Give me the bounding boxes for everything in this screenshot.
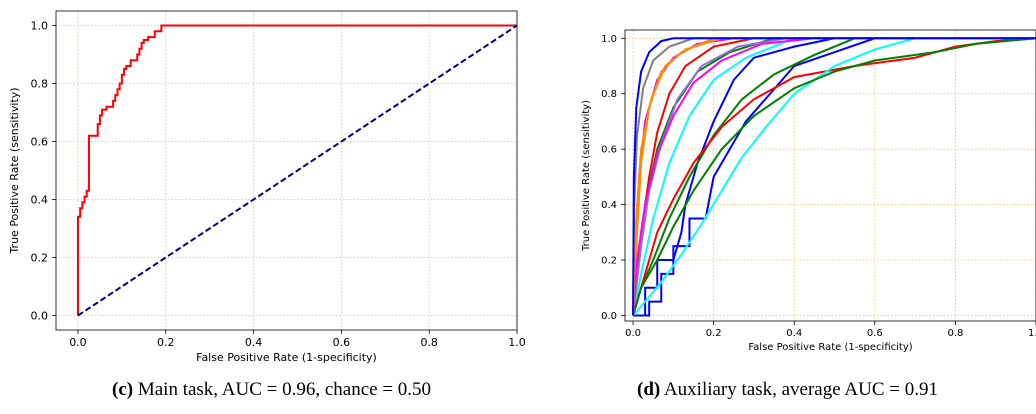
y-tick-label: 0.4 [31, 193, 49, 206]
roc-curve-16 [632, 37, 1036, 316]
caption-text: Main task, AUC = 0.96, chance = 0.50 [137, 379, 432, 400]
tick-labels: 0.0 0.2 0.4 0.6 0.8 1.0 0.0 0.2 0.4 0.6 0.8 1.0 [31, 19, 526, 349]
roc-chart-auxiliary-task: 0.0 0.2 0.4 0.6 0.8 1.0 0.0 0.2 0.4 0.6 0.8 1.0 Fals… [581, 29, 1036, 353]
y-tick-label: 0.6 [601, 145, 617, 156]
roc-curve-4 [632, 37, 1036, 316]
y-tick-label: 0.0 [601, 311, 617, 322]
x-tick-label: 0.0 [69, 336, 87, 349]
grid [56, 11, 518, 330]
roc-curve-15 [632, 37, 1036, 316]
roc-curve-13 [632, 37, 1036, 316]
y-tick-label: 0.0 [31, 309, 49, 322]
y-tick-label: 1.0 [601, 34, 617, 45]
caption-auxiliary-task: (d) Auxiliary task, average AUC = 0.91 [637, 379, 938, 400]
y-tick-label: 0.6 [31, 135, 49, 148]
caption-letter: c [118, 379, 127, 400]
caption-letter: d [643, 379, 654, 400]
series-group [632, 37, 1036, 317]
roc-curve-8 [632, 37, 1036, 316]
roc-curve-1 [76, 24, 517, 316]
tick-labels: 0.0 0.2 0.4 0.6 0.8 1.0 0.0 0.2 0.4 0.6 0.8 1.0 [601, 34, 1036, 339]
y-tick-label: 1.0 [31, 19, 49, 32]
chance-line [77, 24, 518, 317]
plot-frame [55, 10, 518, 331]
x-tick-label: 1.0 [508, 336, 526, 349]
series-group [76, 24, 518, 317]
y-tick-label: 0.2 [31, 251, 49, 264]
roc-curve-12 [632, 37, 1036, 317]
roc-curve-14 [632, 37, 1036, 316]
caption-main-task: (c) Main task, AUC = 0.96, chance = 0.50 [112, 379, 432, 400]
x-tick-label: 0.6 [333, 336, 351, 349]
x-tick-label: 0.0 [625, 328, 641, 339]
y-tick-label: 0.8 [601, 89, 617, 100]
x-tick-label: 1.0 [1028, 328, 1036, 339]
x-tick-label: 0.8 [420, 336, 438, 349]
plot-frame [624, 29, 1036, 322]
x-tick-label: 0.4 [786, 328, 802, 339]
y-tick-label: 0.4 [601, 200, 617, 211]
roc-curve-9 [633, 37, 1036, 317]
roc-chart-main-task: 0.0 0.2 0.4 0.6 0.8 1.0 0.0 0.2 0.4 0.6 0.8 1.0 Fals… [8, 10, 526, 364]
x-tick-label: 0.2 [157, 336, 175, 349]
y-axis-label: True Positive Rate (sensitivity) [581, 100, 592, 252]
roc-curve-10 [632, 37, 1036, 316]
caption-text: Auxiliary task, average AUC = 0.91 [663, 379, 938, 400]
x-tick-label: 0.4 [245, 336, 263, 349]
y-tick-label: 0.2 [601, 256, 617, 267]
x-tick-label: 0.8 [947, 328, 963, 339]
y-axis-label: True Positive Rate (sensitivity) [8, 87, 21, 254]
y-tick-label: 0.8 [31, 77, 49, 90]
x-tick-label: 0.6 [867, 328, 883, 339]
x-axis-label: False Positive Rate (1-specificity) [748, 342, 912, 353]
roc-curve-1 [633, 37, 1036, 317]
x-tick-label: 0.2 [706, 328, 722, 339]
x-axis-label: False Positive Rate (1-specificity) [196, 351, 377, 364]
